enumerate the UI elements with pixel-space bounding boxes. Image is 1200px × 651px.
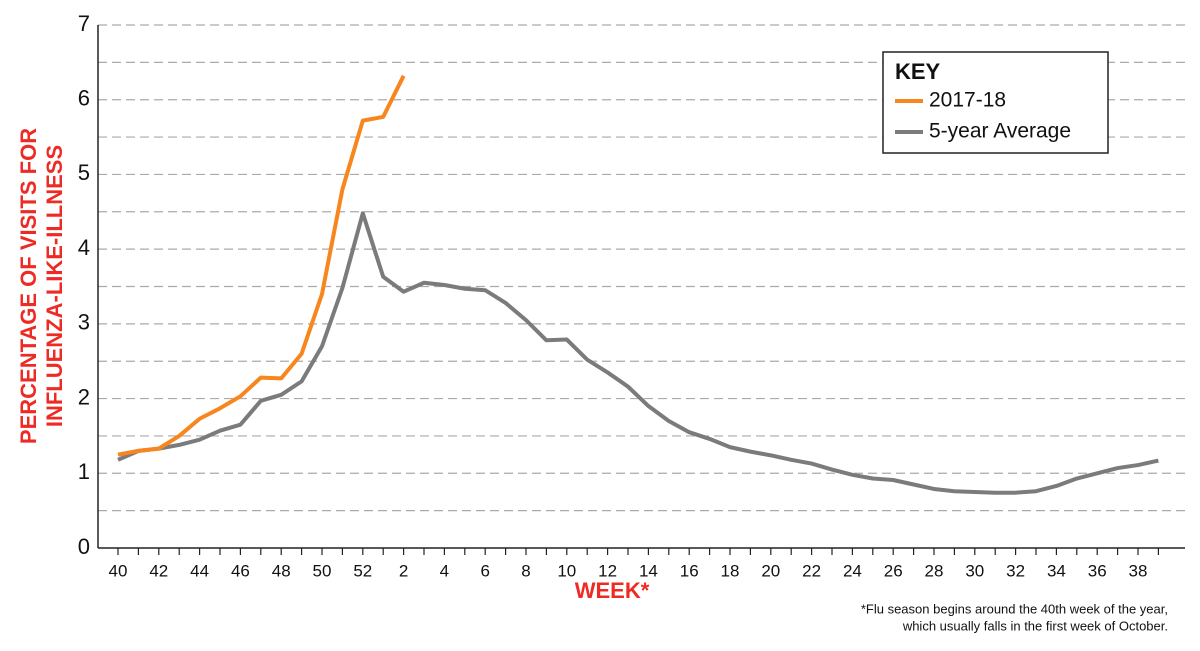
x-tick-label: 12	[598, 561, 617, 580]
series-line	[117, 211, 1159, 495]
y-tick-label: 5	[78, 160, 90, 185]
x-tick-label: 42	[149, 561, 168, 580]
x-tick-label: 6	[480, 561, 489, 580]
x-tick-label: 26	[884, 561, 903, 580]
x-tick-label: 40	[109, 561, 128, 580]
x-tick-label: 8	[521, 561, 530, 580]
x-tick-label: 22	[802, 561, 821, 580]
y-tick-label: 7	[78, 11, 90, 36]
y-tick-label: 0	[78, 534, 90, 559]
x-tick-label: 38	[1129, 561, 1148, 580]
x-tick-label: 18	[721, 561, 740, 580]
x-tick-label: 48	[272, 561, 291, 580]
x-tick-label: 4	[440, 561, 449, 580]
footnote: which usually falls in the first week of…	[902, 618, 1168, 633]
x-axis-label: WEEK*	[575, 578, 650, 603]
x-tick-label: 46	[231, 561, 250, 580]
x-tick-label: 34	[1047, 561, 1066, 580]
y-tick-label: 6	[78, 86, 90, 111]
x-tick-label: 16	[680, 561, 699, 580]
x-tick-label: 14	[639, 561, 658, 580]
x-tick-label: 30	[965, 561, 984, 580]
x-tick-label: 36	[1088, 561, 1107, 580]
y-tick-label: 3	[78, 310, 90, 335]
x-tick-label: 50	[313, 561, 332, 580]
y-axis-label: PERCENTAGE OF VISITS FOR	[16, 128, 41, 444]
y-axis-label: INFLUENZA-LIKE-ILLNESS	[42, 145, 67, 427]
legend-label: 5-year Average	[929, 120, 1071, 143]
legend-title: KEY	[895, 59, 941, 84]
x-tick-label: 28	[925, 561, 944, 580]
x-tick-label: 44	[190, 561, 209, 580]
x-tick-label: 52	[353, 561, 372, 580]
x-tick-label: 32	[1006, 561, 1025, 580]
x-tick-label: 24	[843, 561, 862, 580]
x-tick-label: 20	[761, 561, 780, 580]
y-tick-label: 2	[78, 384, 90, 409]
legend-label: 2017-18	[929, 89, 1006, 112]
y-tick-label: 1	[78, 459, 90, 484]
footnote: *Flu season begins around the 40th week …	[861, 601, 1168, 616]
x-tick-label: 10	[557, 561, 576, 580]
series-line	[117, 74, 406, 457]
x-tick-label: 2	[399, 561, 408, 580]
y-tick-label: 4	[78, 235, 90, 260]
